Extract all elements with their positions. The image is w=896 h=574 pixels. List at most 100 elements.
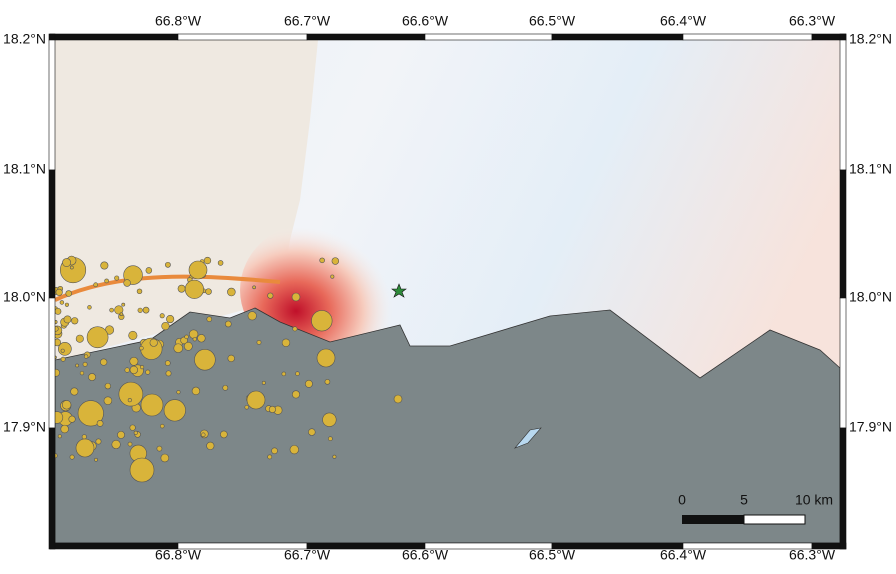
earthquake xyxy=(166,315,175,324)
earthquake xyxy=(100,358,108,366)
earthquake xyxy=(331,257,340,265)
latitude-label: 18.1°N xyxy=(849,161,892,177)
earthquake xyxy=(149,338,158,347)
earthquake xyxy=(139,365,145,370)
earthquake xyxy=(281,338,291,348)
earthquake xyxy=(129,457,155,483)
earthquake xyxy=(64,302,69,307)
earthquake xyxy=(127,441,133,447)
earthquake xyxy=(165,261,171,268)
earthquake xyxy=(188,329,199,339)
earthquake xyxy=(55,411,64,424)
earthquake xyxy=(129,365,139,375)
earthquake xyxy=(271,447,278,455)
earthquake xyxy=(123,279,131,287)
earthquake xyxy=(86,326,109,349)
earthquake xyxy=(128,330,138,340)
earthquake xyxy=(69,265,74,270)
earthquake xyxy=(197,334,206,343)
longitude-label: 66.8°W xyxy=(155,13,202,29)
earthquake xyxy=(332,454,337,459)
frame-segment xyxy=(682,33,813,41)
frame-segment xyxy=(49,33,179,41)
earthquake xyxy=(109,307,114,313)
earthquake xyxy=(246,390,266,410)
earthquake xyxy=(192,337,197,342)
earthquake xyxy=(142,306,150,314)
earthquake xyxy=(95,438,102,445)
earthquake xyxy=(57,434,62,439)
earthquake xyxy=(129,356,139,366)
earthquake xyxy=(119,312,124,316)
earthquake xyxy=(203,256,212,265)
earthquake xyxy=(177,284,186,293)
earthquake xyxy=(161,321,170,331)
earthquake xyxy=(55,288,63,296)
earthquake xyxy=(267,292,274,299)
earthquake xyxy=(83,354,89,359)
latitude-label: 18.0°N xyxy=(3,289,46,305)
earthquake xyxy=(60,348,65,353)
earthquake xyxy=(160,423,165,429)
frame-segment xyxy=(839,39,847,171)
earthquake xyxy=(217,260,224,266)
longitude-label: 66.8°W xyxy=(155,547,202,563)
longitude-label: 66.4°W xyxy=(660,547,707,563)
earthquake xyxy=(247,311,257,321)
latitude-label: 17.9°N xyxy=(849,419,892,435)
earthquake xyxy=(393,394,403,404)
earthquake xyxy=(69,454,75,460)
earthquake xyxy=(96,420,104,427)
earthquake xyxy=(75,363,79,368)
earthquake xyxy=(88,373,96,382)
earthquake xyxy=(304,379,313,388)
earthquake xyxy=(124,367,130,373)
scale-segment xyxy=(682,515,744,524)
earthquake xyxy=(140,393,164,417)
island xyxy=(514,427,542,449)
earthquake xyxy=(324,379,331,385)
earthquake xyxy=(70,387,79,396)
earthquake xyxy=(100,261,109,270)
highway xyxy=(55,274,281,302)
earthquake xyxy=(330,274,335,279)
latitude-label: 18.2°N xyxy=(3,31,46,47)
frame-segment xyxy=(306,33,426,41)
earthquake xyxy=(281,371,287,377)
earthquake xyxy=(103,396,113,405)
earthquake xyxy=(291,292,301,302)
earthquake xyxy=(184,279,204,299)
earthquake xyxy=(252,285,256,290)
earthquake xyxy=(104,278,109,284)
earthquake xyxy=(191,386,201,396)
longitude-label: 66.3°W xyxy=(789,13,836,29)
earthquake xyxy=(63,315,72,324)
earthquake xyxy=(82,361,88,367)
earthquake xyxy=(71,317,79,325)
frame-segment xyxy=(839,33,847,41)
earthquake xyxy=(291,390,300,399)
frame-segment xyxy=(839,169,847,299)
earthquake xyxy=(227,354,235,363)
earthquake xyxy=(60,424,69,434)
earthquake xyxy=(59,300,65,305)
latitude-label: 18.0°N xyxy=(849,289,892,305)
earthquake xyxy=(81,434,87,440)
earthquake xyxy=(117,430,125,439)
earthquake xyxy=(164,360,171,366)
longitude-label: 66.7°W xyxy=(284,547,331,563)
latitude-label: 18.2°N xyxy=(849,31,892,47)
epicenter-star xyxy=(391,283,407,298)
earthquake xyxy=(114,275,120,281)
earthquake xyxy=(289,444,299,455)
earthquake xyxy=(173,343,184,353)
longitude-label: 66.6°W xyxy=(402,13,449,29)
earthquake xyxy=(222,384,229,391)
earthquake xyxy=(137,307,143,313)
earthquake xyxy=(139,345,144,351)
earthquake xyxy=(160,453,170,463)
earthquake xyxy=(75,334,84,343)
earthquake xyxy=(328,436,333,442)
earthquake xyxy=(55,338,61,347)
scale-label: 5 xyxy=(740,492,748,508)
